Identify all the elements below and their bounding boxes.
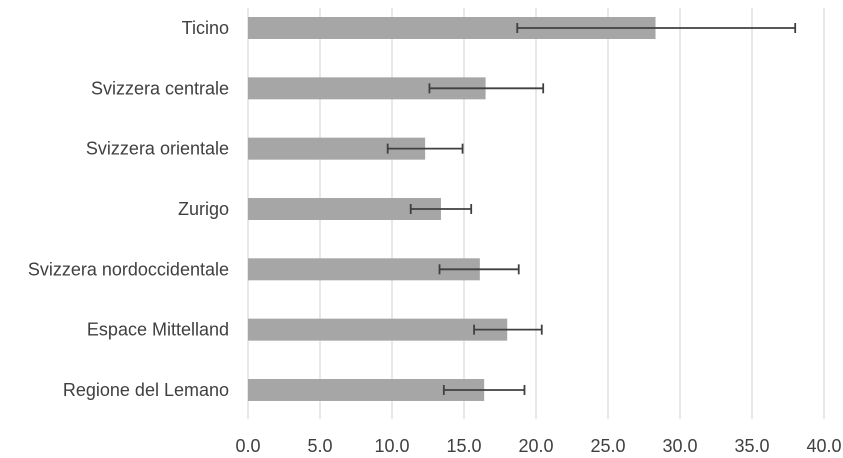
category-label: Zurigo — [178, 199, 229, 219]
category-label: Espace Mittelland — [87, 320, 229, 340]
x-tick-label: 40.0 — [806, 436, 841, 456]
bar — [248, 17, 656, 39]
category-label: Svizzera centrale — [91, 78, 229, 98]
bar — [248, 197, 441, 220]
category-label: Ticino — [182, 18, 229, 38]
category-label: Svizzera orientale — [86, 139, 229, 159]
x-tick-label: 5.0 — [307, 436, 332, 456]
error-bars — [386, 23, 797, 395]
x-tick-label: 20.0 — [518, 436, 553, 456]
category-label: Svizzera nordoccidentale — [28, 259, 229, 279]
gridlines — [247, 8, 825, 419]
category-label: Regione del Lemano — [63, 380, 229, 400]
x-tick-label: 25.0 — [590, 436, 625, 456]
bars — [248, 17, 656, 401]
bar — [248, 77, 486, 100]
bar — [248, 258, 480, 281]
x-tick-label: 35.0 — [734, 436, 769, 456]
bar — [248, 318, 508, 341]
x-tick-label: 15.0 — [446, 436, 481, 456]
bar — [248, 378, 485, 401]
x-tick-label: 30.0 — [662, 436, 697, 456]
x-tick-label: 0.0 — [235, 436, 260, 456]
x-axis-tick-labels: 0.0 5.0 10.0 15.0 20.0 25.0 30.0 35.0 40.0 — [235, 436, 841, 456]
bar — [248, 137, 426, 160]
category-labels: Ticino Svizzera centrale Svizzera oriental… — [28, 18, 229, 400]
x-tick-label: 10.0 — [374, 436, 409, 456]
